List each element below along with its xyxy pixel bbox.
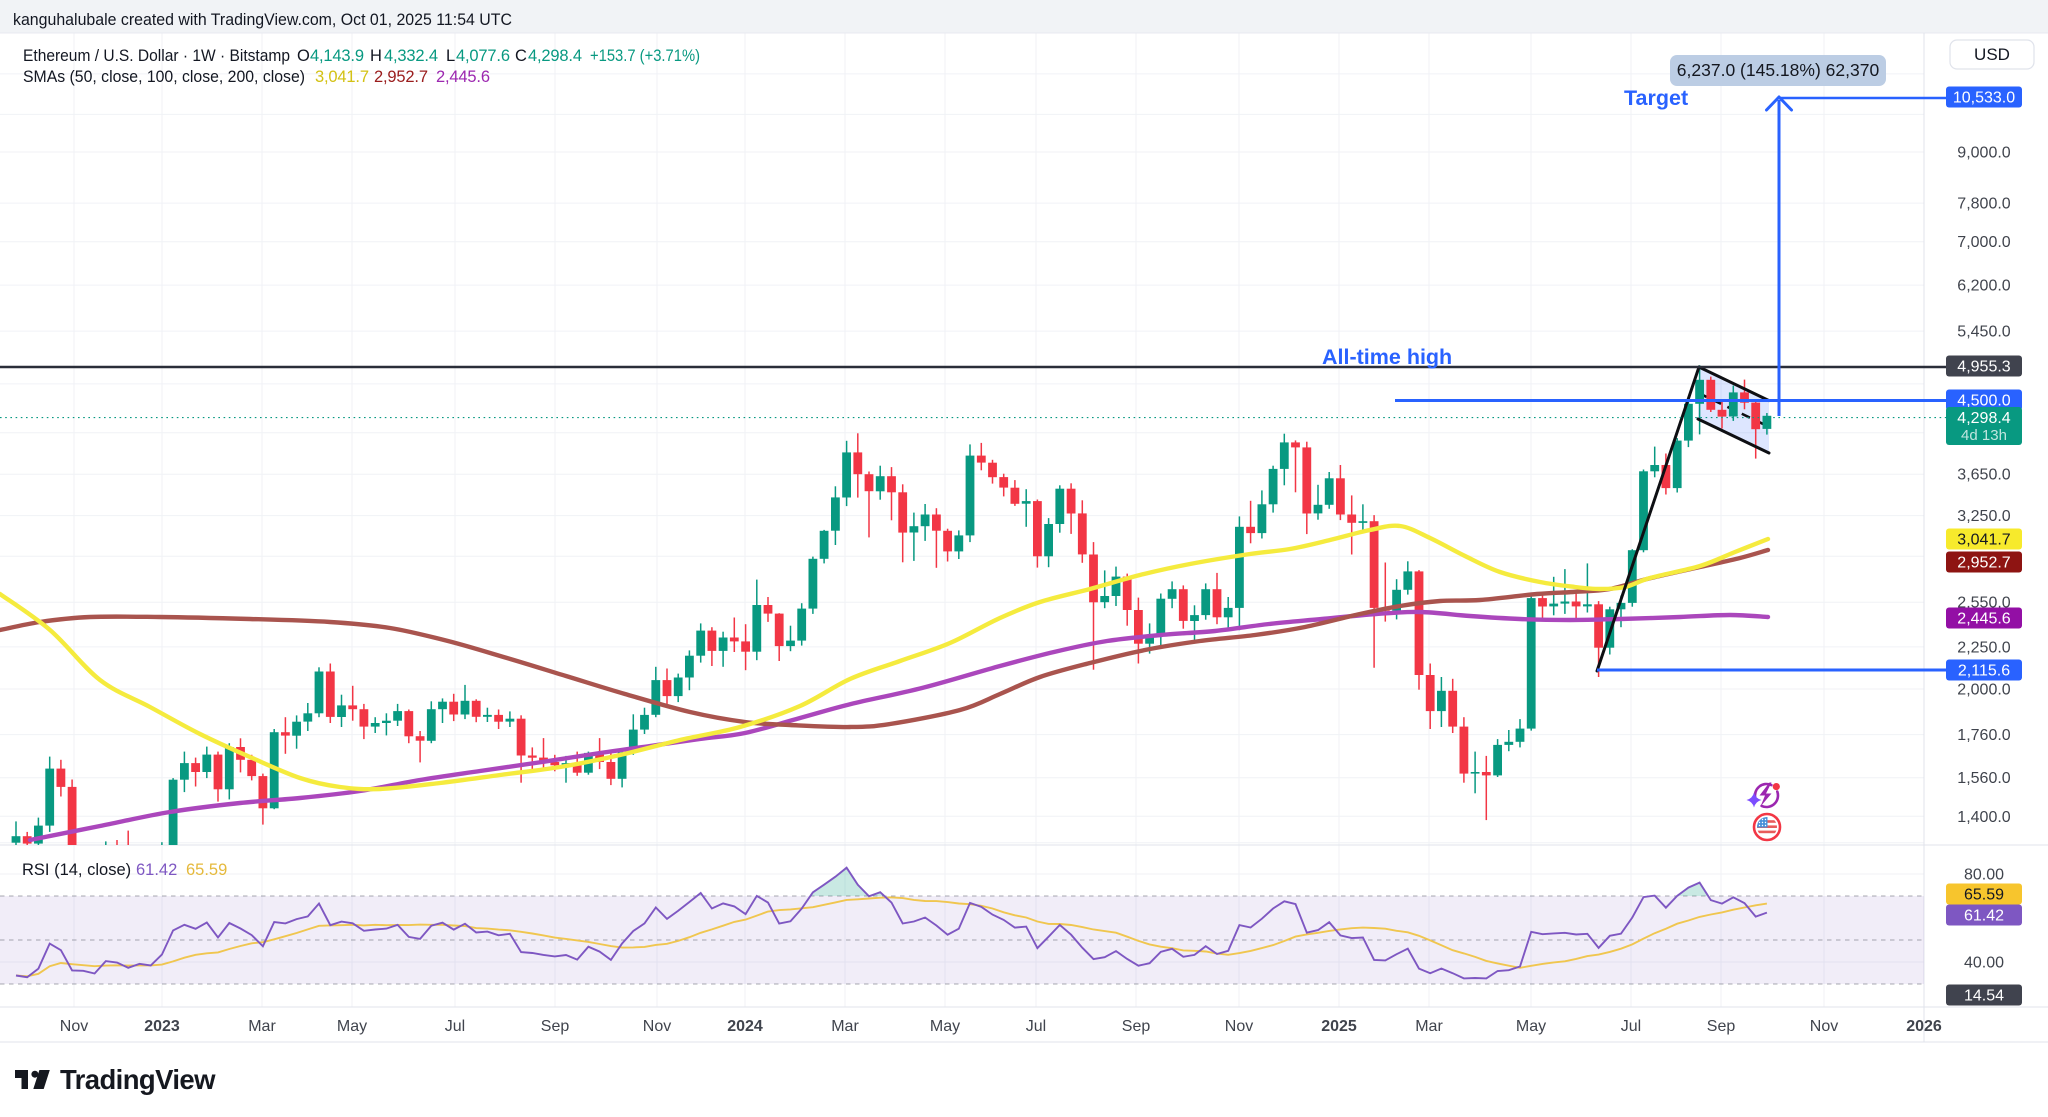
svg-text:1,760.0: 1,760.0 [1957, 727, 2010, 744]
svg-text:80.00: 80.00 [1964, 867, 2004, 884]
svg-text:May: May [1516, 1018, 1546, 1035]
svg-text:2024: 2024 [727, 1018, 763, 1035]
svg-text:Nov: Nov [1810, 1018, 1838, 1035]
svg-text:SMAs (50, close, 100, close, 2: SMAs (50, close, 100, close, 200, close) [23, 68, 305, 86]
svg-text:2025: 2025 [1321, 1018, 1357, 1035]
svg-text:3,650.0: 3,650.0 [1957, 467, 2010, 484]
svg-text:Nov: Nov [60, 1018, 88, 1035]
svg-text:2,550.0: 2,550.0 [1957, 595, 2010, 612]
svg-text:6,237.0 (145.18%) 62,370: 6,237.0 (145.18%) 62,370 [1677, 60, 1880, 80]
svg-text:1,400.0: 1,400.0 [1957, 809, 2010, 826]
svg-text:+153.7 (+3.71%): +153.7 (+3.71%) [590, 47, 700, 65]
svg-text:7,000.0: 7,000.0 [1957, 234, 2010, 251]
svg-text:Target: Target [1624, 86, 1688, 110]
svg-text:4,298.4: 4,298.4 [528, 47, 582, 65]
svg-text:6,200.0: 6,200.0 [1957, 278, 2010, 295]
svg-text:10,533.0: 10,533.0 [1953, 90, 2015, 107]
svg-text:5,450.0: 5,450.0 [1957, 324, 2010, 341]
svg-text:4,332.4: 4,332.4 [384, 47, 438, 65]
svg-text:Sep: Sep [1122, 1018, 1151, 1035]
svg-text:Mar: Mar [1415, 1018, 1443, 1035]
svg-text:Mar: Mar [831, 1018, 859, 1035]
svg-text:O: O [297, 47, 310, 65]
svg-text:Mar: Mar [248, 1018, 276, 1035]
svg-text:7,800.0: 7,800.0 [1957, 196, 2010, 213]
svg-text:61.42: 61.42 [136, 861, 177, 879]
svg-text:C: C [515, 47, 527, 65]
svg-text:Sep: Sep [1707, 1018, 1736, 1035]
svg-text:Nov: Nov [1225, 1018, 1253, 1035]
svg-text:Jul: Jul [1026, 1018, 1046, 1035]
svg-text:3,250.0: 3,250.0 [1957, 508, 2010, 525]
svg-text:2,445.6: 2,445.6 [436, 68, 490, 86]
svg-text:2,445.6: 2,445.6 [1957, 611, 2010, 628]
svg-text:2,952.7: 2,952.7 [374, 68, 428, 86]
svg-text:All-time high: All-time high [1322, 345, 1452, 369]
svg-text:TradingView: TradingView [60, 1064, 216, 1095]
svg-text:H: H [370, 47, 382, 65]
svg-text:May: May [337, 1018, 367, 1035]
svg-text:May: May [930, 1018, 960, 1035]
svg-text:4,298.4: 4,298.4 [1957, 410, 2010, 427]
svg-text:4d 13h: 4d 13h [1961, 427, 2007, 444]
svg-text:65.59: 65.59 [186, 861, 227, 879]
svg-text:2,250.0: 2,250.0 [1957, 639, 2010, 656]
svg-text:2,115.6: 2,115.6 [1958, 663, 2010, 680]
svg-text:4,077.6: 4,077.6 [456, 47, 510, 65]
svg-text:2026: 2026 [1906, 1018, 1942, 1035]
svg-text:3,041.7: 3,041.7 [315, 68, 369, 86]
svg-text:4,143.9: 4,143.9 [310, 47, 364, 65]
svg-text:40.00: 40.00 [1964, 955, 2004, 972]
svg-text:Ethereum / U.S. Dollar · 1W ·: Ethereum / U.S. Dollar · 1W · Bitstamp [23, 47, 290, 65]
svg-text:Nov: Nov [643, 1018, 671, 1035]
svg-text:61.42: 61.42 [1964, 908, 2004, 925]
svg-text:4,955.3: 4,955.3 [1957, 359, 2010, 376]
svg-text:kanguhalubale created with Tra: kanguhalubale created with TradingView.c… [13, 11, 512, 29]
svg-text:Sep: Sep [541, 1018, 570, 1035]
svg-text:Jul: Jul [445, 1018, 465, 1035]
svg-text:1,560.0: 1,560.0 [1957, 770, 2010, 787]
svg-text:2,952.7: 2,952.7 [1957, 555, 2010, 572]
svg-text:9,000.0: 9,000.0 [1957, 145, 2010, 162]
svg-text:14.54: 14.54 [1964, 988, 2004, 1005]
svg-text:L: L [446, 47, 455, 65]
svg-text:65.59: 65.59 [1964, 887, 2004, 904]
svg-text:2,000.0: 2,000.0 [1957, 682, 2010, 699]
svg-text:3,041.7: 3,041.7 [1957, 532, 2010, 549]
svg-text:2023: 2023 [144, 1018, 180, 1035]
svg-text:Jul: Jul [1621, 1018, 1641, 1035]
svg-text:4,500.0: 4,500.0 [1957, 393, 2010, 410]
svg-text:RSI (14, close): RSI (14, close) [22, 861, 131, 879]
svg-text:USD: USD [1974, 45, 2010, 64]
